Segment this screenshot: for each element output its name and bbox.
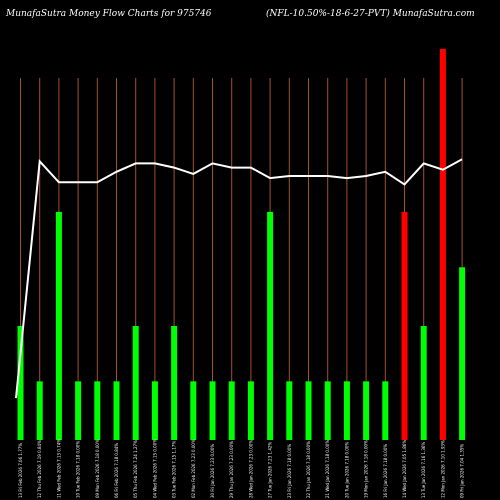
volume-bar	[228, 381, 235, 440]
x-tick-label: 27 Tue Jan 2026 7.23 1.42%	[268, 442, 273, 498]
volume-bar	[17, 325, 24, 440]
volume-bar	[247, 381, 254, 440]
volume-bar	[305, 381, 312, 440]
volume-bar	[267, 211, 274, 440]
x-tick-label: 23 Fri Jan 2026 7.18 0.00%	[287, 444, 292, 498]
x-tick-label: 06 Fri Feb 2026 7.18 0.84%	[114, 443, 119, 498]
x-tick-label: 12 Mon Jan 2026 7.10 1.93%	[440, 440, 445, 498]
volume-bar	[286, 381, 293, 440]
x-tick-label: 21 Wed Jan 2026 7.18 0.00%	[325, 440, 330, 498]
volume-bar	[439, 48, 446, 441]
volume-bar	[401, 211, 408, 440]
volume-bar	[75, 381, 82, 440]
x-tick-label: 02 Mon Feb 2026 7.23 0.00%	[191, 439, 196, 498]
x-tick-label: 10 Tue Feb 2026 7.18 0.00%	[76, 441, 81, 498]
x-tick-label: 22 Thu Jan 2026 7.18 0.00%	[306, 441, 311, 498]
x-axis-labels: 13 Fri Feb 2026 7.06 1.77% 12 Thu Feb 202…	[18, 439, 465, 498]
volume-bar	[36, 381, 43, 440]
x-tick-label: 16 Fri Jan 2026 7.18 0.00%	[383, 444, 388, 498]
volume-bar	[190, 381, 197, 440]
volume-bar	[459, 267, 466, 440]
volume-bar	[113, 381, 120, 440]
volume-bar	[171, 325, 178, 440]
x-tick-label: 29 Thu Jan 2026 7.23 0.00%	[229, 441, 234, 498]
x-tick-label: 12 Thu Feb 2026 7.19 0.84%	[37, 440, 42, 498]
x-tick-label: 05 Thu Feb 2026 7.24 1.27%	[133, 440, 138, 498]
volume-bar	[420, 325, 427, 440]
grid-lines	[20, 78, 463, 440]
x-tick-label: 30 Fri Jan 2026 7.23 0.00%	[210, 444, 215, 498]
x-tick-label: 20 Tue Jan 2026 7.18 0.00%	[344, 442, 349, 498]
x-tick-label: 13 Fri Feb 2026 7.06 1.77%	[18, 443, 23, 498]
volume-bar	[209, 381, 216, 440]
volume-bar	[382, 381, 389, 440]
volume-bars	[17, 48, 466, 441]
volume-bar	[55, 211, 62, 440]
x-tick-label: 14 Wed Jan 2026 7.05 1.86%	[402, 440, 407, 498]
volume-bar	[343, 381, 350, 440]
x-tick-label: 09 Fri Jan 2026 7.04 1.35%	[460, 444, 465, 498]
x-tick-label: 03 Tue Feb 2026 7.15 1.17%	[172, 441, 177, 498]
volume-bar	[324, 381, 331, 440]
price-line	[15, 158, 463, 399]
volume-bar	[94, 381, 101, 440]
x-tick-label: 28 Wed Jan 2026 7.23 0.00%	[248, 440, 253, 498]
x-tick-label: 11 Wed Feb 2026 7.13 0.74%	[56, 439, 61, 498]
volume-bar	[151, 381, 158, 440]
volume-bar	[363, 381, 370, 440]
x-tick-label: 19 Mon Jan 2026 7.18 0.00%	[364, 440, 369, 498]
chart-title: MunafaSutra Money Flow Charts for 975746	[6, 9, 212, 19]
chart-subtitle: (NFL-10.50%-18-6-27-PVT) MunafaSutra.com	[266, 9, 475, 19]
volume-bar	[132, 325, 139, 440]
x-tick-label: 13 Tue Jan 2026 7.16 1.36%	[421, 442, 426, 498]
x-tick-label: 04 Wed Feb 2026 7.15 0.00%	[152, 439, 157, 498]
x-tick-label: 09 Mon Feb 2026 7.18 0.00%	[95, 439, 100, 498]
